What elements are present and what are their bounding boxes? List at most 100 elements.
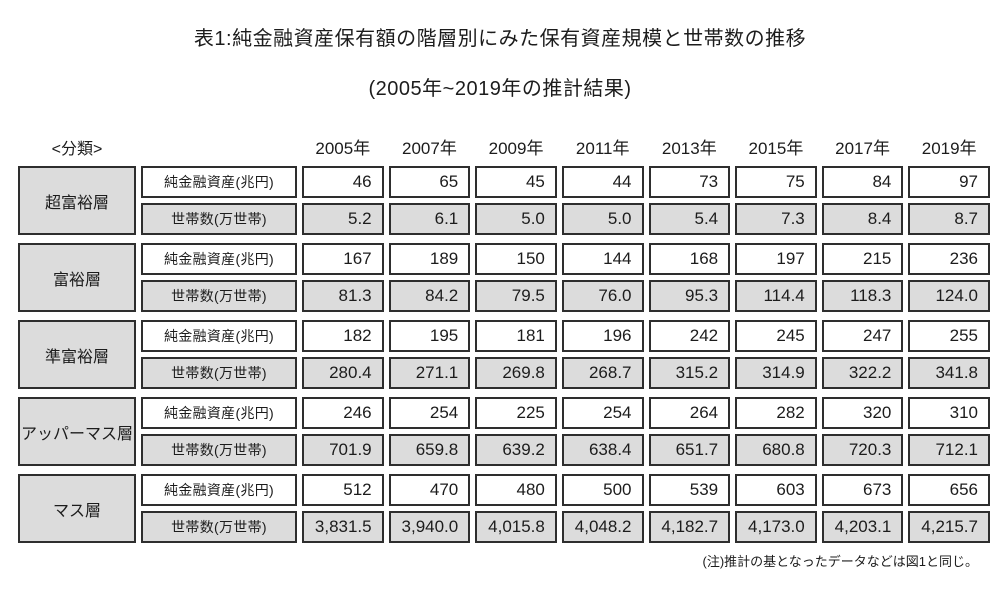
year-header: 2005年	[315, 139, 371, 158]
value-cell-assets: 84	[821, 166, 904, 198]
value-cell-households: 4,048.2	[561, 511, 644, 543]
value-cell-households: 712.1	[908, 434, 990, 466]
value-cell-assets: 236	[908, 243, 990, 275]
value-cell-assets: 264	[648, 397, 731, 429]
value-cell-households: 124.0	[908, 280, 990, 312]
figure-subtitle: (2005年~2019年の推計結果)	[368, 78, 632, 100]
row-label-households: 世帯数(万世帯)	[141, 203, 297, 235]
category-cell: マス層	[18, 474, 136, 543]
year-header: 2017年	[835, 139, 890, 158]
value-cell-households: 280.4	[302, 357, 384, 389]
value-cell-assets: 242	[648, 320, 731, 352]
category-group: 準富裕層 純金融資産(兆円) 182 195 181 196 242 245 247 255 世帯数…	[18, 320, 990, 389]
value-cell-households: 3,940.0	[388, 511, 471, 543]
value-cell-households: 76.0	[561, 280, 644, 312]
value-cell-assets: 97	[908, 166, 990, 198]
value-cell-assets: 65	[388, 166, 471, 198]
value-cell-households: 95.3	[648, 280, 731, 312]
row-label-households: 世帯数(万世帯)	[141, 434, 297, 466]
value-cell-assets: 44	[561, 166, 644, 198]
category-group: 富裕層 純金融資産(兆円) 167 189 150 144 168 197 215 236 世帯数(…	[18, 243, 990, 312]
value-cell-assets: 225	[475, 397, 557, 429]
value-cell-households: 269.8	[475, 357, 557, 389]
category-cell: アッパーマス層	[18, 397, 136, 466]
value-cell-assets: 197	[735, 243, 817, 275]
footnote: (注)推計の基となったデータなどは図1と同じ。	[702, 554, 979, 569]
value-cell-assets: 282	[735, 397, 817, 429]
value-cell-households: 268.7	[561, 357, 644, 389]
value-cell-assets: 150	[475, 243, 557, 275]
value-cell-households: 680.8	[735, 434, 817, 466]
value-cell-assets: 254	[388, 397, 471, 429]
value-cell-households: 79.5	[475, 280, 557, 312]
figure-title: 表1:純金融資産保有額の階層別にみた保有資産規模と世帯数の推移	[193, 28, 807, 50]
category-cell: 準富裕層	[18, 320, 136, 389]
value-cell-households: 81.3	[302, 280, 384, 312]
value-cell-assets: 247	[821, 320, 904, 352]
value-cell-households: 4,015.8	[475, 511, 557, 543]
value-cell-assets: 246	[302, 397, 384, 429]
value-cell-assets: 480	[475, 474, 557, 506]
value-cell-assets: 512	[302, 474, 384, 506]
value-cell-assets: 470	[388, 474, 471, 506]
value-cell-assets: 310	[908, 397, 990, 429]
row-label-assets: 純金融資産(兆円)	[141, 474, 297, 506]
year-header: 2009年	[488, 139, 544, 158]
value-cell-households: 118.3	[821, 280, 904, 312]
value-cell-households: 322.2	[821, 357, 904, 389]
value-cell-assets: 196	[561, 320, 644, 352]
value-cell-households: 638.4	[561, 434, 644, 466]
value-cell-assets: 195	[388, 320, 471, 352]
value-cell-households: 7.3	[735, 203, 817, 235]
value-cell-households: 315.2	[648, 357, 731, 389]
value-cell-households: 720.3	[821, 434, 904, 466]
value-cell-assets: 181	[475, 320, 557, 352]
value-cell-households: 8.4	[821, 203, 904, 235]
value-cell-assets: 255	[908, 320, 990, 352]
value-cell-households: 4,182.7	[648, 511, 731, 543]
value-cell-assets: 539	[648, 474, 731, 506]
value-cell-assets: 500	[561, 474, 644, 506]
value-cell-households: 6.1	[388, 203, 471, 235]
value-cell-households: 4,173.0	[735, 511, 817, 543]
value-cell-assets: 320	[821, 397, 904, 429]
table-groups: 超富裕層 純金融資産(兆円) 46 65 45 44 73 75 84 97 世帯数(万世帯) 5.2…	[18, 166, 990, 543]
value-cell-households: 5.0	[475, 203, 557, 235]
value-cell-assets: 168	[648, 243, 731, 275]
value-cell-assets: 144	[561, 243, 644, 275]
value-cell-assets: 603	[735, 474, 817, 506]
category-group: マス層 純金融資産(兆円) 512 470 480 500 539 603 673 656 世帯数(…	[18, 474, 990, 543]
value-cell-households: 314.9	[735, 357, 817, 389]
value-cell-households: 4,203.1	[821, 511, 904, 543]
row-label-assets: 純金融資産(兆円)	[141, 166, 297, 198]
value-cell-households: 651.7	[648, 434, 731, 466]
row-label-assets: 純金融資産(兆円)	[141, 397, 297, 429]
year-header: 2007年	[402, 139, 457, 158]
data-table: <分類> 2005年 2007年 2009年 2011年 2013年 2015年 2017年…	[18, 134, 990, 543]
row-label-households: 世帯数(万世帯)	[141, 280, 297, 312]
row-label-households: 世帯数(万世帯)	[141, 357, 297, 389]
value-cell-assets: 245	[735, 320, 817, 352]
value-cell-assets: 656	[908, 474, 990, 506]
value-cell-assets: 45	[475, 166, 557, 198]
row-label-assets: 純金融資産(兆円)	[141, 320, 297, 352]
value-cell-assets: 215	[821, 243, 904, 275]
category-cell: 超富裕層	[18, 166, 136, 235]
year-header: 2011年	[575, 139, 630, 158]
value-cell-households: 5.2	[302, 203, 384, 235]
value-cell-assets: 254	[561, 397, 644, 429]
year-header: 2013年	[661, 139, 717, 158]
value-cell-households: 84.2	[388, 280, 471, 312]
value-cell-households: 341.8	[908, 357, 990, 389]
year-header: 2019年	[921, 139, 977, 158]
value-cell-households: 114.4	[735, 280, 817, 312]
value-cell-households: 5.4	[648, 203, 731, 235]
value-cell-assets: 75	[735, 166, 817, 198]
value-cell-assets: 182	[302, 320, 384, 352]
category-cell: 富裕層	[18, 243, 136, 312]
value-cell-households: 4,215.7	[908, 511, 990, 543]
value-cell-assets: 189	[388, 243, 471, 275]
value-cell-assets: 167	[302, 243, 384, 275]
years-header-row: <分類> 2005年 2007年 2009年 2011年 2013年 2015年 2017年…	[18, 134, 990, 161]
value-cell-assets: 73	[648, 166, 731, 198]
